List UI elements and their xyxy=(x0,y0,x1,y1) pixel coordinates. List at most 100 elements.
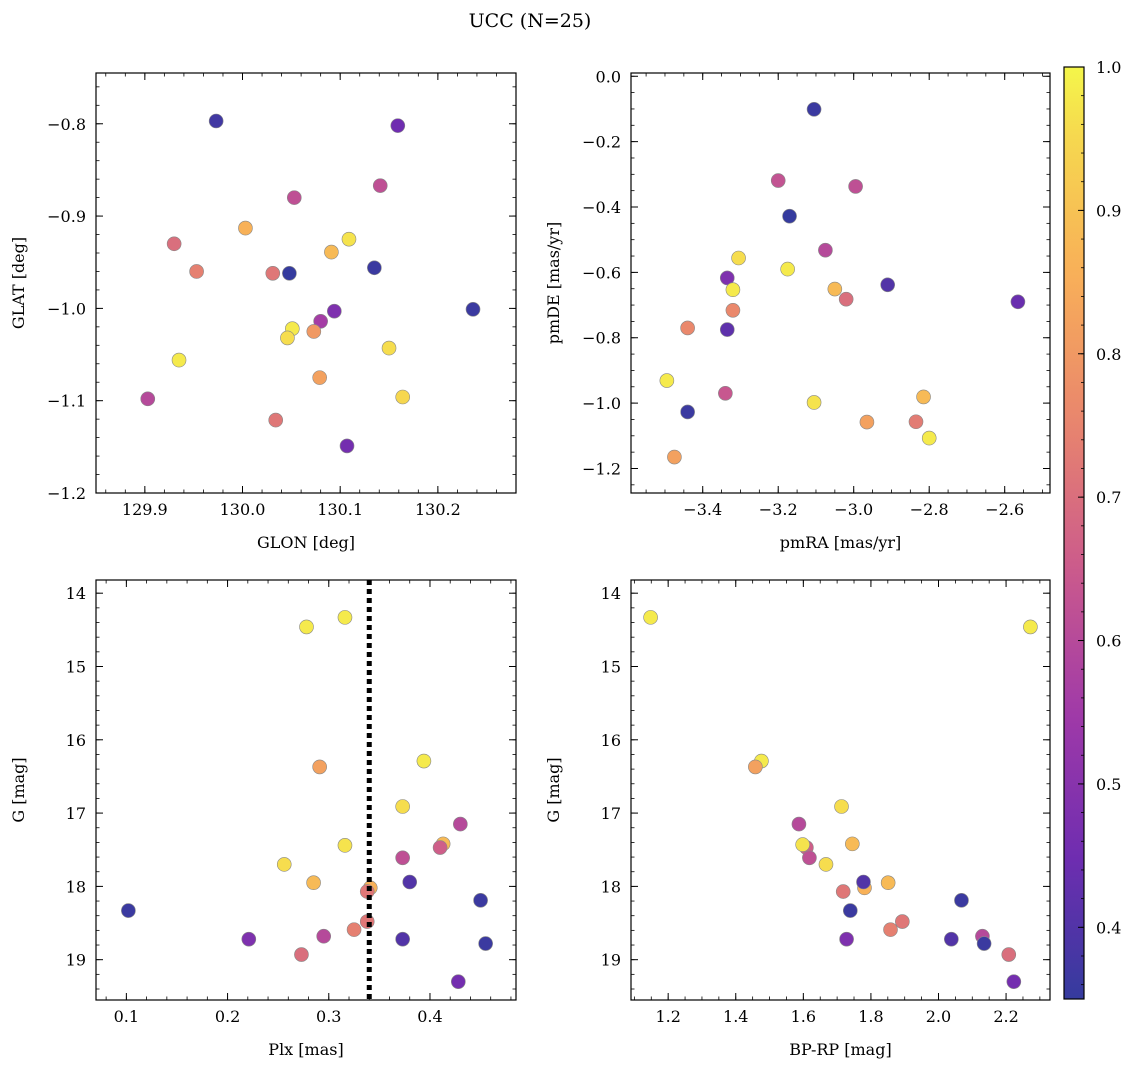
scatter-point xyxy=(432,840,448,855)
panel-bprp-g: 1.2 1.4 1.6 1.8 2.0 2.2 14 15 16 17 18 19 BP-RP [mag… xyxy=(544,579,1051,1059)
scatter-point xyxy=(395,850,410,866)
scatter-point xyxy=(725,302,741,318)
scatter-point xyxy=(725,282,741,298)
axes-frame xyxy=(95,72,517,494)
y-tick-label: −0.4 xyxy=(582,198,621,217)
scatter-point xyxy=(306,324,322,339)
x-tick-label: −3.2 xyxy=(759,500,798,519)
scatter-point xyxy=(838,291,854,307)
scatter-point xyxy=(453,816,468,832)
x-tick-label: 2.0 xyxy=(926,1007,951,1026)
scatter-point xyxy=(806,395,822,410)
x-axis-label: Plx [mas] xyxy=(268,1040,343,1059)
x-tick-label: 1.8 xyxy=(858,1007,883,1026)
x-tick-label: −2.8 xyxy=(910,500,949,519)
scatter-point xyxy=(795,837,810,852)
scatter-point xyxy=(327,303,342,319)
x-tick-label: −3.0 xyxy=(834,500,873,519)
y-tick-label: −1.0 xyxy=(47,299,86,318)
scatter-point xyxy=(337,610,353,625)
scatter-point xyxy=(944,931,959,947)
scatter-point xyxy=(140,391,156,407)
scatter-point xyxy=(921,430,937,446)
scatter-point xyxy=(238,220,253,236)
scatter-point xyxy=(367,260,382,276)
y-axis-label: pmDE [mas/yr] xyxy=(544,222,563,345)
y-tick-label: 15 xyxy=(66,657,86,676)
scatter-point xyxy=(265,266,281,281)
scatter-point xyxy=(276,857,292,872)
colorbar: 0.4 0.5 0.6 0.7 0.8 0.9 1.0 xyxy=(1063,58,1121,1000)
scatter-point xyxy=(719,322,735,337)
scatter-point xyxy=(166,236,182,252)
x-tick-label: 0.4 xyxy=(417,1007,442,1026)
scatter-point xyxy=(791,816,807,832)
y-tick-label: −0.8 xyxy=(582,329,621,348)
scatter-point xyxy=(827,281,843,297)
axes-frame xyxy=(630,579,1051,1001)
scatter-point xyxy=(339,438,355,454)
x-tick-label: −2.6 xyxy=(985,500,1024,519)
scatter-point xyxy=(908,414,924,430)
scatter-point xyxy=(818,242,833,258)
x-tick-label: 130.2 xyxy=(415,500,461,519)
scatter-point xyxy=(1010,294,1026,310)
scatter-point xyxy=(880,875,896,891)
scatter-point xyxy=(848,179,863,194)
y-tick-label: −1.1 xyxy=(47,392,86,411)
scatter-point xyxy=(643,610,658,625)
scatter-point xyxy=(395,389,410,405)
scatter-point xyxy=(718,386,733,401)
scatter-point xyxy=(313,314,328,329)
panel-glon-glat: 129.9 130.0 130.1 130.2 −0.8 −0.9 −1.0 −1.1 −1.2… xyxy=(9,72,517,552)
scatter-point xyxy=(806,101,822,117)
x-tick-label: 130.0 xyxy=(220,500,266,519)
colorbar-tick-label: 0.8 xyxy=(1096,345,1121,364)
scatter-point xyxy=(834,799,849,814)
colorbar-tick-label: 0.5 xyxy=(1096,775,1121,794)
y-tick-label: 16 xyxy=(601,731,621,750)
scatter-point xyxy=(381,340,397,356)
y-tick-label: 15 xyxy=(601,657,621,676)
scatter-point xyxy=(312,370,327,385)
y-tick-label: 18 xyxy=(66,877,86,896)
y-tick-label: 19 xyxy=(66,951,86,970)
y-tick-label: 16 xyxy=(66,731,86,750)
scatter-point xyxy=(121,903,136,918)
scatter-point xyxy=(719,270,735,286)
axes-frame xyxy=(95,579,517,1001)
scatter-point xyxy=(802,850,817,866)
y-tick-label: 14 xyxy=(601,584,621,603)
scatter-point xyxy=(782,208,797,224)
scatter-point xyxy=(880,277,895,293)
scatter-point xyxy=(324,244,339,260)
x-tick-label: 0.1 xyxy=(114,1007,139,1026)
colorbar-tick-label: 0.9 xyxy=(1096,201,1121,220)
x-tick-label: 2.2 xyxy=(993,1007,1018,1026)
scatter-point xyxy=(306,875,321,891)
x-tick-label: −3.4 xyxy=(683,500,722,519)
y-tick-label: −1.0 xyxy=(582,394,621,413)
scatter-point xyxy=(280,330,295,346)
panel-pmra-pmde: −3.4 −3.2 −3.0 −2.8 −2.6 0.0 −0.2 −0.4 −0.6 −0.8 −… xyxy=(544,67,1051,552)
colorbar-tick-label: 0.4 xyxy=(1096,918,1121,937)
y-tick-label: 14 xyxy=(66,584,86,603)
scatter-point xyxy=(299,619,314,635)
y-tick-label: −0.6 xyxy=(582,263,621,282)
scatter-point xyxy=(316,928,332,944)
scatter-point xyxy=(954,893,969,908)
y-tick-label: −0.8 xyxy=(47,115,86,134)
scatter-point xyxy=(748,759,763,775)
scatter-point xyxy=(189,264,204,279)
x-tick-label: 0.2 xyxy=(215,1007,240,1026)
y-tick-label: −1.2 xyxy=(582,459,621,478)
scatter-point xyxy=(835,884,851,899)
scatter-point xyxy=(680,320,695,336)
scatter-point xyxy=(465,302,481,317)
scatter-point xyxy=(268,412,284,428)
scatter-point xyxy=(731,250,746,266)
y-tick-label: 18 xyxy=(601,877,621,896)
x-axis-label: pmRA [mas/yr] xyxy=(780,533,902,552)
x-tick-label: 1.6 xyxy=(791,1007,816,1026)
colorbar-tick-label: 0.7 xyxy=(1096,488,1121,507)
